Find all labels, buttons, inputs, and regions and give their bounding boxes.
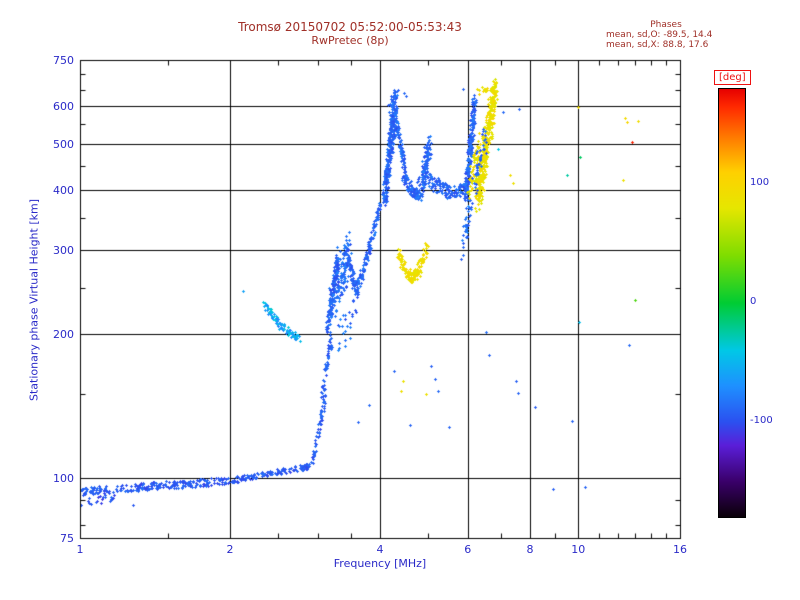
y-tick-label: 500	[53, 138, 74, 152]
colorbar-tick-label: 0	[750, 296, 757, 307]
phase-stats-o-mode: mean, sd,O: -89.5, 14.4	[606, 30, 713, 40]
chart-subtitle: RwPretec (8p)	[311, 34, 389, 47]
x-tick-label: 4	[376, 543, 384, 556]
colorbar-tick-label: 100	[750, 177, 770, 189]
y-tick-label: 300	[53, 244, 74, 258]
y-tick-label: 75	[60, 532, 74, 545]
x-tick-label: 10	[571, 543, 586, 556]
phase-stats-title: Phases	[650, 20, 682, 30]
y-tick-label: 100	[53, 472, 74, 486]
y-tick-label: 400	[53, 184, 74, 198]
chart-title: Tromsø 20150702 05:52:00-05:53:43	[238, 20, 462, 34]
x-tick-label: 1	[76, 543, 84, 556]
y-tick-label: 600	[53, 100, 74, 114]
x-tick-label: 6	[464, 543, 472, 556]
colorbar-deg-label: [deg]	[714, 70, 751, 85]
y-tick-label: 750	[53, 54, 74, 67]
x-tick-label: 2	[226, 543, 234, 556]
colorbar	[718, 88, 746, 518]
x-tick-label: 16	[673, 543, 687, 556]
colorbar-tick-label: -100	[750, 414, 773, 426]
x-axis-label: Frequency [MHz]	[333, 557, 427, 570]
phase-stats-x-mode: mean, sd,X: 88.8, 17.6	[606, 40, 709, 50]
y-axis-label: Stationary phase Virtual Height [km]	[27, 198, 41, 402]
x-tick-label: 8	[526, 543, 534, 556]
y-tick-label: 200	[53, 328, 74, 342]
phase-stats: Phases mean, sd,O: -89.5, 14.4 mean, sd,…	[606, 20, 776, 50]
